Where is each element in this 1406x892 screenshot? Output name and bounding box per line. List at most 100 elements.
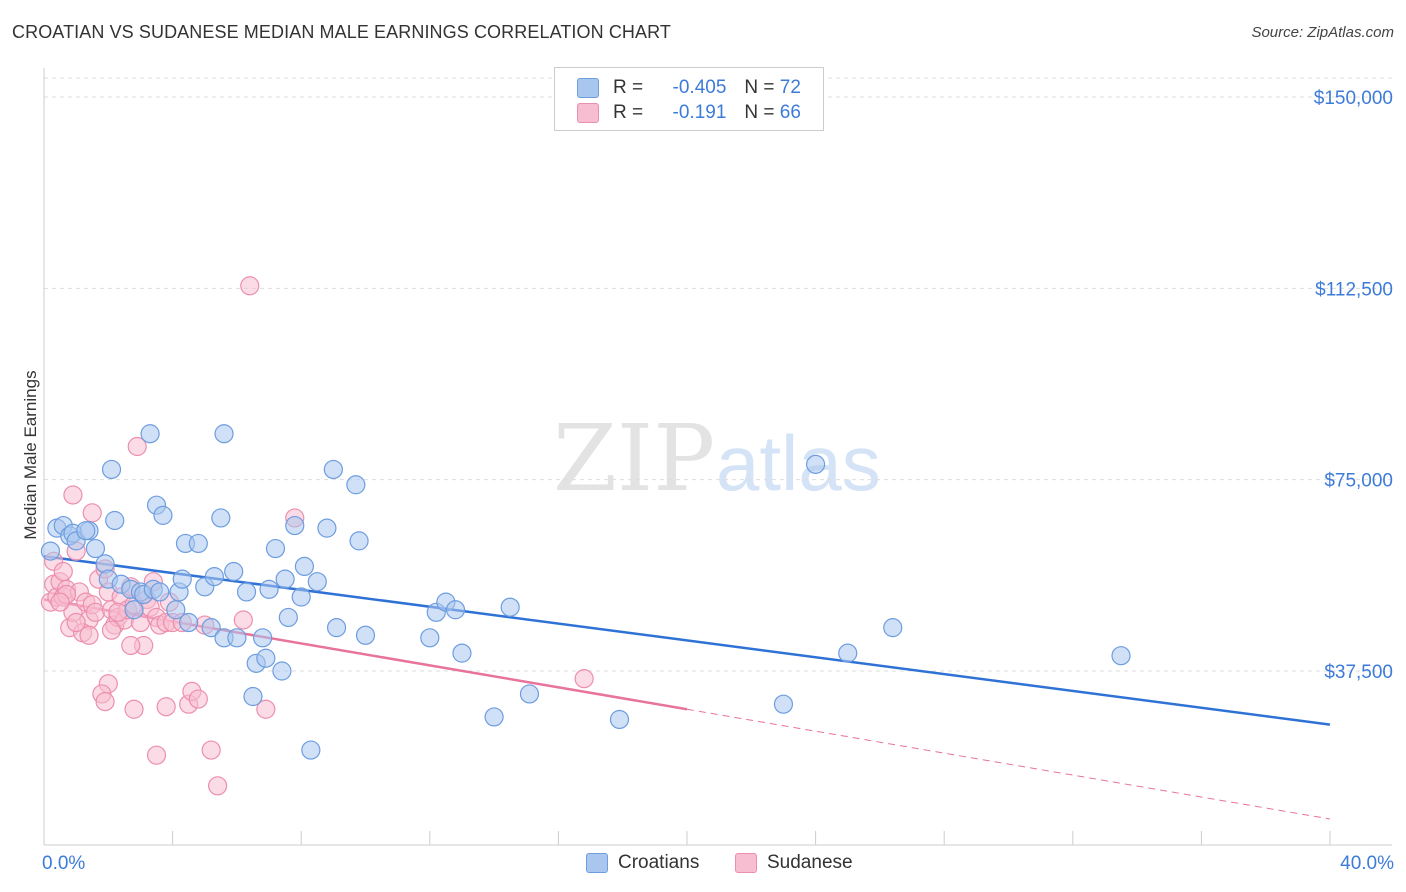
- croatian-point: [323, 459, 343, 480]
- sudanese-point: [82, 503, 102, 523]
- croatian-point: [294, 556, 315, 577]
- sudanese-point: [208, 776, 228, 796]
- croatian-point: [76, 521, 96, 541]
- croatians-legend-label: Croatians: [618, 852, 700, 873]
- croatian-point: [140, 424, 160, 444]
- trend-lines: [43, 554, 1331, 820]
- y-tick-label: $112,500: [1315, 279, 1393, 300]
- y-tick-label: $150,000: [1314, 88, 1393, 109]
- sudanese-legend-label: Sudanese: [767, 852, 853, 873]
- croatian-point: [204, 567, 224, 587]
- croatian-point: [484, 707, 504, 727]
- sudanese-point: [101, 620, 122, 640]
- croatian-point: [883, 618, 903, 638]
- sudanese-point: [201, 740, 221, 760]
- croatian-point: [500, 597, 520, 617]
- watermark: ZIP atlas: [553, 405, 881, 512]
- sudanese-point: [50, 592, 70, 612]
- croatian-point: [609, 709, 630, 730]
- sudanese-point: [95, 692, 115, 712]
- x-tick-label: 40.0%: [1340, 853, 1394, 874]
- croatian-point: [153, 505, 173, 525]
- sudanese-point: [146, 745, 167, 765]
- x-tick-label: 0.0%: [42, 853, 85, 874]
- legend-n-sudanese: 66: [779, 102, 801, 123]
- croatian-point: [40, 541, 61, 561]
- sudanese-points: [40, 276, 594, 796]
- croatian-point: [307, 572, 327, 592]
- croatian-point: [179, 612, 199, 633]
- sudanese-point: [63, 485, 83, 505]
- sudanese-point: [121, 635, 141, 656]
- sudanese-legend-swatch: [735, 853, 757, 873]
- croatian-point: [805, 454, 826, 474]
- legend-row-croatians: R = -0.405 N = 72: [577, 76, 801, 100]
- croatian-point: [285, 515, 305, 536]
- croatian-point: [211, 508, 231, 528]
- sudanese-point: [79, 625, 99, 645]
- sudanese-point: [188, 689, 208, 709]
- sudanese-point: [108, 602, 128, 622]
- legend-n-croatians: 72: [779, 77, 801, 98]
- legend-row-sudanese: R = -0.191 N = 66: [577, 101, 801, 125]
- y-tick-labels: $37,500 $75,000 $112,500 $150,000: [1314, 88, 1393, 683]
- source-credit: Source: ZipAtlas.com: [1251, 24, 1394, 41]
- legend-r-croatians: -0.405: [672, 77, 727, 98]
- croatian-point: [214, 424, 234, 444]
- croatian-point: [124, 600, 144, 620]
- sudanese-point: [240, 276, 260, 296]
- watermark-zip: ZIP: [553, 405, 715, 512]
- croatian-point: [272, 661, 292, 681]
- croatian-point: [253, 628, 273, 648]
- croatian-point: [1111, 646, 1131, 666]
- legend-n-label-sudanese: N =: [744, 102, 775, 123]
- sudanese-point: [156, 697, 176, 717]
- legend-r-sudanese: -0.191: [672, 102, 727, 123]
- croatian-point: [224, 561, 244, 582]
- chart-title: CROATIAN VS SUDANESE MEDIAN MALE EARNING…: [12, 22, 672, 42]
- croatians-trend-line: [43, 554, 1331, 726]
- sudanese-point: [53, 561, 73, 582]
- croatian-point: [452, 643, 472, 663]
- sudanese-trend-extension: [686, 708, 1331, 820]
- watermark-atlas: atlas: [716, 419, 881, 507]
- croatian-point: [355, 625, 376, 645]
- legend-r-label-sudanese: R =: [613, 102, 644, 123]
- croatian-point: [243, 686, 263, 707]
- croatian-point: [349, 531, 369, 551]
- y-axis-label: Median Male Earnings: [21, 370, 40, 539]
- y-tick-label: $75,000: [1324, 471, 1393, 492]
- croatian-point: [172, 569, 192, 589]
- sudanese-point: [85, 602, 106, 622]
- croatian-point: [301, 740, 321, 760]
- croatian-point: [838, 643, 858, 663]
- legend-n-label-croatians: N =: [744, 77, 775, 98]
- croatian-point: [773, 694, 794, 714]
- croatians-swatch: [577, 78, 599, 98]
- legend-r-label-croatians: R =: [613, 77, 644, 98]
- croatian-point: [85, 538, 106, 559]
- croatian-point: [166, 600, 186, 620]
- sudanese-point: [127, 436, 147, 457]
- sudanese-point: [574, 669, 594, 689]
- croatian-point: [275, 569, 295, 589]
- croatian-point: [265, 538, 286, 559]
- croatian-point: [227, 628, 247, 648]
- croatian-point: [291, 587, 311, 607]
- croatian-point: [105, 510, 125, 531]
- croatian-point: [445, 600, 466, 620]
- croatian-point: [101, 459, 122, 480]
- y-tick-label: $37,500: [1324, 662, 1393, 683]
- croatian-point: [519, 684, 540, 704]
- croatian-point: [256, 648, 276, 668]
- bottom-legend-croatians: Croatians: [586, 852, 699, 874]
- sudanese-swatch: [577, 103, 599, 123]
- croatian-points: [40, 424, 1131, 760]
- stats-legend: R = -0.405 N = 72 R = -0.191 N = 66: [554, 67, 824, 131]
- croatian-point: [278, 607, 298, 628]
- croatians-legend-swatch: [586, 853, 608, 873]
- axes: [43, 68, 1392, 846]
- bottom-legend-sudanese: Sudanese: [735, 852, 853, 874]
- croatian-point: [201, 618, 221, 638]
